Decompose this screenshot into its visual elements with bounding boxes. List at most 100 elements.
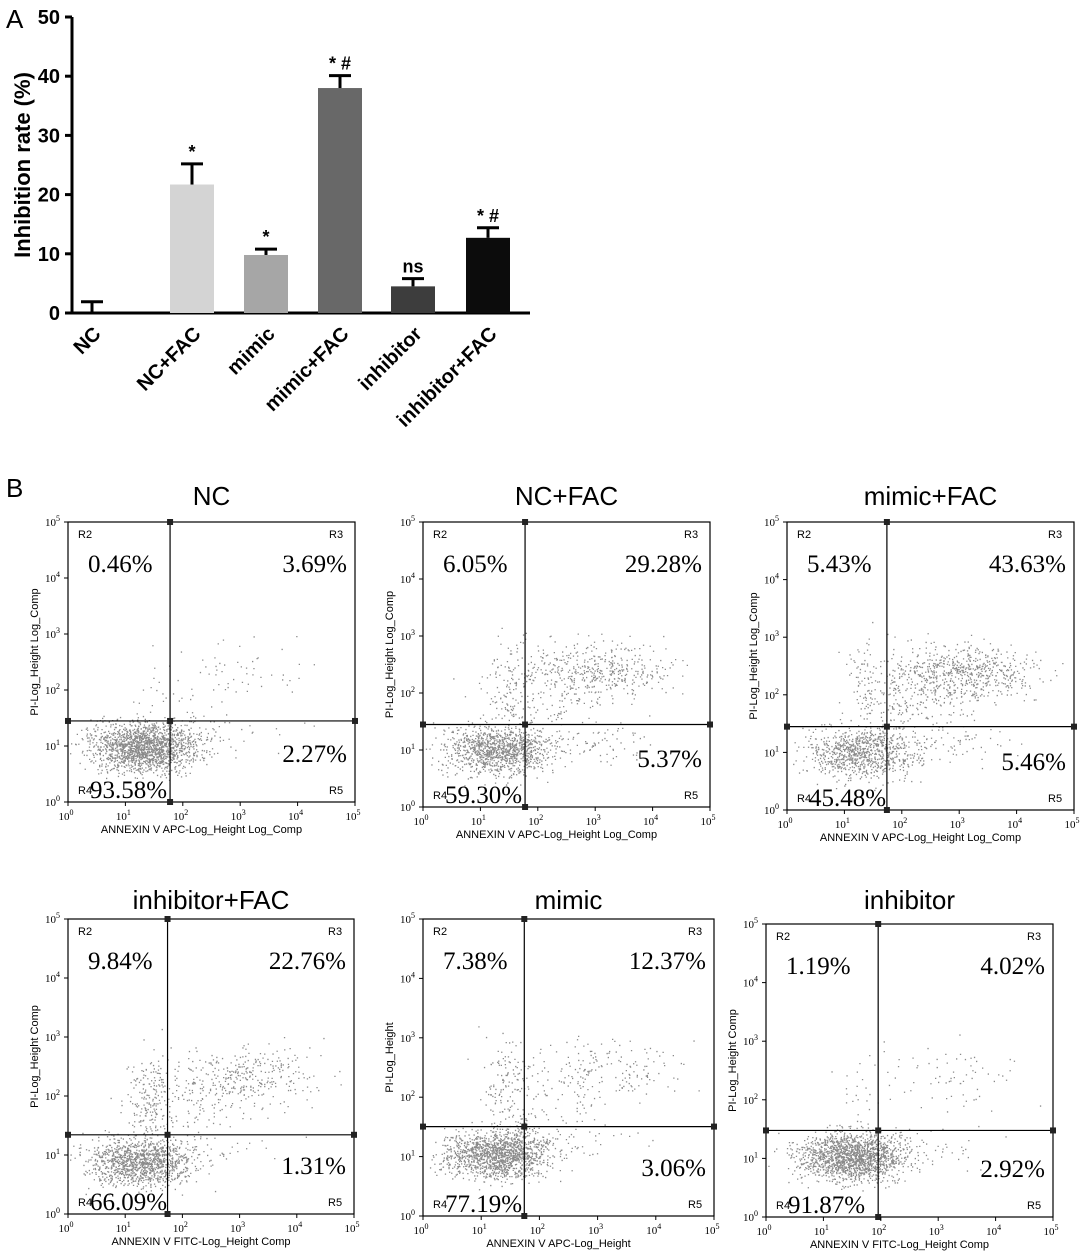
y-tick-exponent: 4 (754, 975, 758, 984)
x-tick-label: 104 (646, 1222, 661, 1237)
x-tick-exponent: 5 (1076, 816, 1080, 825)
x-tick-label: 102 (173, 1220, 188, 1235)
y-tick-exponent: 2 (56, 1088, 60, 1097)
x-axis-title: ANNEXIN V APC-Log_Height Log_Comp (101, 824, 302, 836)
region-label: R4 (78, 1197, 92, 1209)
y-tick-label: 104 (400, 571, 415, 586)
plot-frame (67, 918, 355, 1215)
quadrant-lr-percent: 2.27% (282, 741, 347, 768)
x-tick-exponent: 5 (712, 813, 716, 822)
quadrant-ll-percent: 66.09% (90, 1189, 167, 1216)
y-tick-label: 100 (400, 799, 415, 814)
x-tick-label: 103 (230, 1220, 245, 1235)
x-tick-exponent: 1 (127, 808, 131, 817)
y-tick-exponent: 4 (411, 571, 415, 580)
quadrant-ur-percent: 29.28% (625, 551, 702, 578)
region-label: R3 (329, 529, 343, 541)
gate-handle (164, 1211, 171, 1217)
y-tick-label: 103 (45, 1029, 60, 1044)
region-label: R3 (684, 529, 698, 541)
region-label: R4 (776, 1200, 790, 1212)
x-tick-exponent: 3 (940, 1223, 944, 1232)
category-label: mimic (223, 323, 279, 379)
y-tick-label: 104 (45, 570, 60, 585)
x-tick-exponent: 2 (184, 1220, 188, 1229)
y-tick-label: 102 (400, 685, 415, 700)
region-label: R3 (328, 926, 342, 938)
gate-handle (522, 519, 529, 525)
gate-handle (167, 799, 174, 805)
x-tick-exponent: 1 (482, 813, 486, 822)
gate-handle (875, 1127, 882, 1134)
gate-handle (167, 717, 174, 724)
y-tick-label: 104 (400, 970, 415, 985)
y-tick-label: 100 (743, 1209, 758, 1224)
quadrant-ul-percent: 5.43% (807, 551, 872, 578)
gate-handle (522, 721, 529, 728)
y-tick-label: 102 (45, 682, 60, 697)
x-tick-label: 100 (778, 816, 793, 831)
y-tick-exponent: 5 (56, 514, 60, 523)
region-label: R3 (1048, 529, 1062, 541)
y-tick-label: 105 (743, 916, 758, 931)
x-tick-label: 101 (471, 813, 486, 828)
x-tick-label: 100 (59, 1220, 74, 1235)
y-tick-label: 105 (400, 514, 415, 529)
x-tick-exponent: 4 (997, 1223, 1001, 1232)
x-tick-exponent: 3 (597, 813, 601, 822)
inhibition-bar-chart: 0 10 20 30 40 50 Inhibition rate (%) NC * NC+FAC *… (10, 7, 530, 432)
quadrant-lr-percent: 1.31% (281, 1153, 346, 1180)
x-tick-label: 102 (892, 816, 907, 831)
quadrant-ul-percent: 6.05% (443, 551, 508, 578)
y-tick-label: 100 (764, 802, 779, 817)
x-tick-exponent: 2 (541, 1222, 545, 1231)
x-tick-exponent: 3 (961, 816, 965, 825)
y-axis-title: PI-Log_Height Log_Comp (29, 588, 41, 715)
x-tick-label: 102 (530, 1222, 545, 1237)
x-tick-label: 104 (288, 808, 303, 823)
y-tick-label: 102 (764, 687, 779, 702)
x-tick-label: 103 (588, 1222, 603, 1237)
plot-frame (67, 521, 356, 803)
y-tick-exponent: 1 (56, 1147, 60, 1156)
y-tick-label: 50 (38, 7, 60, 29)
x-tick-label: 100 (59, 808, 74, 823)
y-tick-exponent: 4 (56, 570, 60, 579)
plot-frame (422, 521, 711, 808)
x-tick-exponent: 4 (654, 813, 658, 822)
category-label: inhibitor (354, 323, 426, 395)
region-label: R2 (78, 529, 92, 541)
y-axis-title: PI-Log_Height Comp (29, 1005, 41, 1108)
flow-plot: inhibitor+FAC R2 R3 R4 R5 9.84% 22.76% 66.09% 1.… (29, 885, 360, 1248)
plot-frame (422, 918, 715, 1217)
quadrant-ll-percent: 59.30% (445, 782, 522, 809)
x-tick-label: 104 (643, 813, 658, 828)
bar (466, 237, 510, 313)
gate-handle (883, 519, 890, 525)
plot-title: NC (193, 481, 231, 511)
y-tick-label: 100 (400, 1208, 415, 1223)
y-tick-label: 105 (400, 911, 415, 926)
y-tick-label: 102 (400, 1089, 415, 1104)
x-tick-exponent: 4 (1018, 816, 1022, 825)
x-tick-exponent: 2 (539, 813, 543, 822)
y-tick-exponent: 4 (411, 970, 415, 979)
quadrant-ul-percent: 7.38% (443, 948, 508, 975)
category-label: NC (70, 323, 106, 359)
x-tick-label: 103 (929, 1223, 944, 1238)
x-tick-exponent: 4 (298, 1220, 302, 1229)
x-tick-label: 105 (345, 1220, 360, 1235)
y-axis-title: PI-Log_Height (384, 1022, 396, 1092)
y-tick-label: 100 (45, 794, 60, 809)
x-tick-label: 101 (116, 808, 131, 823)
gate-handle (164, 916, 171, 922)
y-tick-label: 100 (45, 1206, 60, 1221)
y-tick-exponent: 0 (411, 799, 415, 808)
quadrant-lr-percent: 3.06% (641, 1155, 706, 1182)
y-tick-exponent: 1 (411, 1149, 415, 1158)
x-axis-title: ANNEXIN V FITC-Log_Height Comp (111, 1236, 290, 1248)
y-tick-exponent: 0 (775, 802, 779, 811)
x-tick-exponent: 0 (768, 1223, 772, 1232)
